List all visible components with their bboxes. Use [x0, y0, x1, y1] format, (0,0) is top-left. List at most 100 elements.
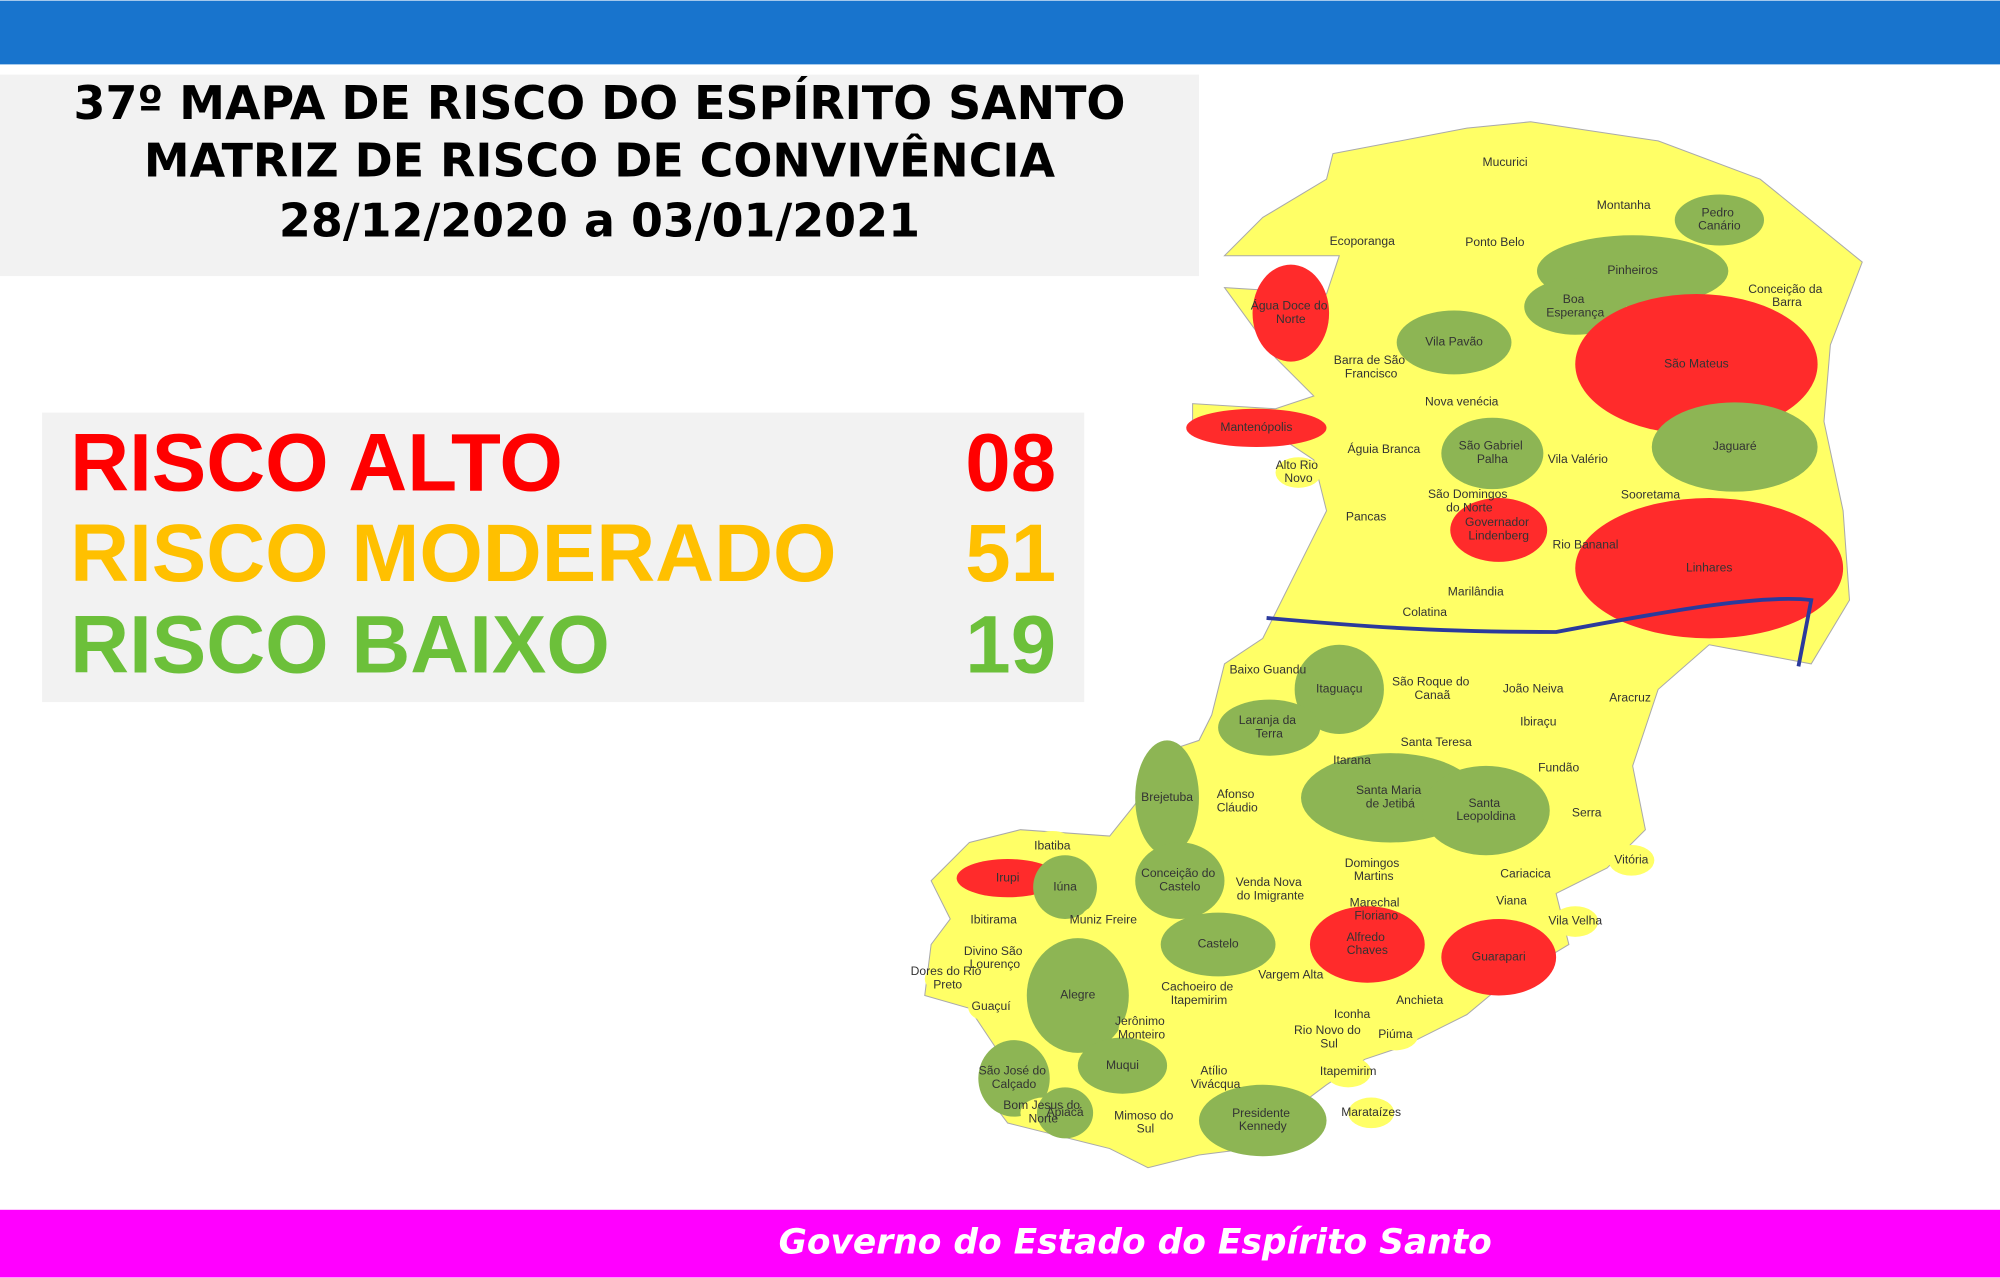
municipality-label: Linhares [1686, 560, 1732, 574]
municipality-area [1608, 844, 1655, 876]
municipality-label: Ecoporanga [1330, 234, 1396, 248]
municipality-label: Itaguaçu [1316, 682, 1362, 696]
municipality-label: Marataízes [1341, 1105, 1401, 1119]
municipality-area [1329, 999, 1375, 1030]
municipality-area [1575, 498, 1844, 639]
municipality-area [956, 859, 1059, 898]
municipality-label: São José do Calçado [979, 1064, 1050, 1091]
risk-label: RISCO BAIXO [70, 600, 610, 691]
municipality-label: Muqui [1106, 1058, 1139, 1072]
municipality-labels: Mucurici Montanha Pedro Canário Ecoporanga P… [911, 155, 1826, 1136]
municipality-label: Vila Velha [1548, 914, 1602, 928]
municipality-label: Pinheiros [1607, 263, 1657, 277]
municipality-area [1026, 938, 1129, 1053]
municipality-label: Viana [1496, 893, 1527, 907]
municipality-area [1267, 959, 1314, 991]
municipality-area [1502, 859, 1549, 890]
municipality-label: Marechal Floriano [1350, 896, 1403, 923]
municipality-label: Vargem Alta [1258, 967, 1323, 981]
municipality-label: Brejetuba [1141, 790, 1193, 804]
municipality-label: Venda Nova do Imigrante [1236, 875, 1305, 902]
municipality-area [1452, 577, 1499, 608]
municipality-area [1198, 1084, 1327, 1157]
municipality-label: Cariacica [1500, 867, 1551, 881]
municipality-area [1554, 444, 1601, 476]
footer-bar [0, 1209, 2000, 1278]
municipality-label: Domingos Martins [1345, 856, 1403, 883]
municipality-area [1438, 387, 1485, 418]
municipality-label: Vitória [1614, 853, 1648, 867]
municipality-label: Pancas [1346, 509, 1386, 523]
municipality-areas [924, 147, 1844, 1157]
municipality-label: Fundão [1538, 761, 1579, 775]
map: Mucurici Montanha Pedro Canário Ecoporanga P… [911, 121, 1863, 1169]
municipality-label: Ibatiba [1034, 838, 1071, 852]
municipality-label: Marilândia [1448, 585, 1504, 599]
municipality-label: Jerônimo Monteiro [1115, 1014, 1168, 1041]
risk-count: 51 [965, 508, 1056, 599]
municipality-area [1764, 281, 1810, 312]
municipality-label: Santa Teresa [1401, 735, 1472, 749]
municipality-label: Conceição da Barra [1748, 282, 1825, 309]
municipality-area [970, 904, 1017, 936]
municipality-area [1348, 352, 1395, 384]
municipality-label: Iconha [1334, 1007, 1371, 1021]
footer-text: Governo do Estado do Espírito Santo [779, 1223, 1492, 1263]
municipality-area [1413, 727, 1460, 759]
municipality-area [1306, 1022, 1353, 1053]
municipality-area [1192, 1063, 1239, 1094]
municipality-label: Alegre [1060, 988, 1095, 1002]
title-line: 28/12/2020 a 03/01/2021 [279, 193, 920, 247]
risk-count: 08 [965, 417, 1056, 508]
municipality-area [1186, 408, 1327, 448]
municipality-label: João Neiva [1503, 682, 1564, 696]
municipality-area [1135, 842, 1225, 919]
municipality-area [1033, 855, 1097, 919]
municipality-area [1343, 501, 1390, 533]
municipality-label: Ponto Belo [1465, 235, 1525, 249]
municipality-area [1360, 434, 1407, 465]
municipality-label: Irupi [996, 870, 1020, 884]
municipality-area [1396, 985, 1443, 1016]
municipality-area [1160, 912, 1276, 977]
municipality-label: Presidente Kennedy [1232, 1106, 1293, 1133]
municipality-label: Conceição do Castelo [1141, 866, 1218, 893]
municipality-label: Águia Branca [1348, 441, 1421, 456]
municipality-label: Santa Maria de Jetibá [1356, 783, 1425, 810]
municipality-label: Barra de São Francisco [1334, 353, 1409, 380]
municipality-label: Pedro Canário [1698, 206, 1741, 233]
municipality-area [1350, 855, 1397, 886]
municipality-label: Anchieta [1396, 993, 1443, 1007]
municipality-area [1600, 190, 1647, 222]
municipality-area [1122, 1107, 1169, 1139]
municipality-label: Colatina [1403, 605, 1448, 619]
municipality-label: Nova venécia [1425, 395, 1499, 409]
municipality-area [1275, 457, 1322, 488]
municipality-label: Laranja da Terra [1239, 713, 1300, 740]
municipality-area [1309, 906, 1425, 983]
municipality-label: Boa Esperança [1546, 292, 1604, 319]
municipality-label: Serra [1572, 805, 1602, 819]
municipality-area [1294, 644, 1384, 735]
municipality-label: Rio Novo do Sul [1294, 1023, 1364, 1050]
municipality-area [968, 991, 1015, 1023]
municipality-label: Mimoso do Sul [1114, 1109, 1177, 1136]
municipality-label: Dores do Rio Preto [911, 964, 985, 991]
municipality-label: Piúma [1378, 1027, 1413, 1041]
municipality-label: Baixo Guandu [1229, 662, 1306, 676]
municipality-label: Afonso Cláudio [1217, 787, 1258, 814]
risk-count: 19 [965, 600, 1056, 691]
municipality-area [1607, 683, 1654, 714]
municipality-area [1409, 674, 1456, 705]
municipality-area [1135, 740, 1199, 856]
municipality-area [1450, 498, 1548, 562]
municipality-area [1535, 753, 1582, 784]
title-line: MATRIZ DE RISCO DE CONVIVÊNCIA [144, 133, 1056, 187]
municipality-area [1674, 194, 1765, 246]
municipality-area [1252, 264, 1330, 362]
risk-label: RISCO ALTO [70, 417, 563, 508]
municipality-label: Montanha [1597, 198, 1651, 212]
municipality-label: Muniz Freire [1070, 912, 1138, 926]
